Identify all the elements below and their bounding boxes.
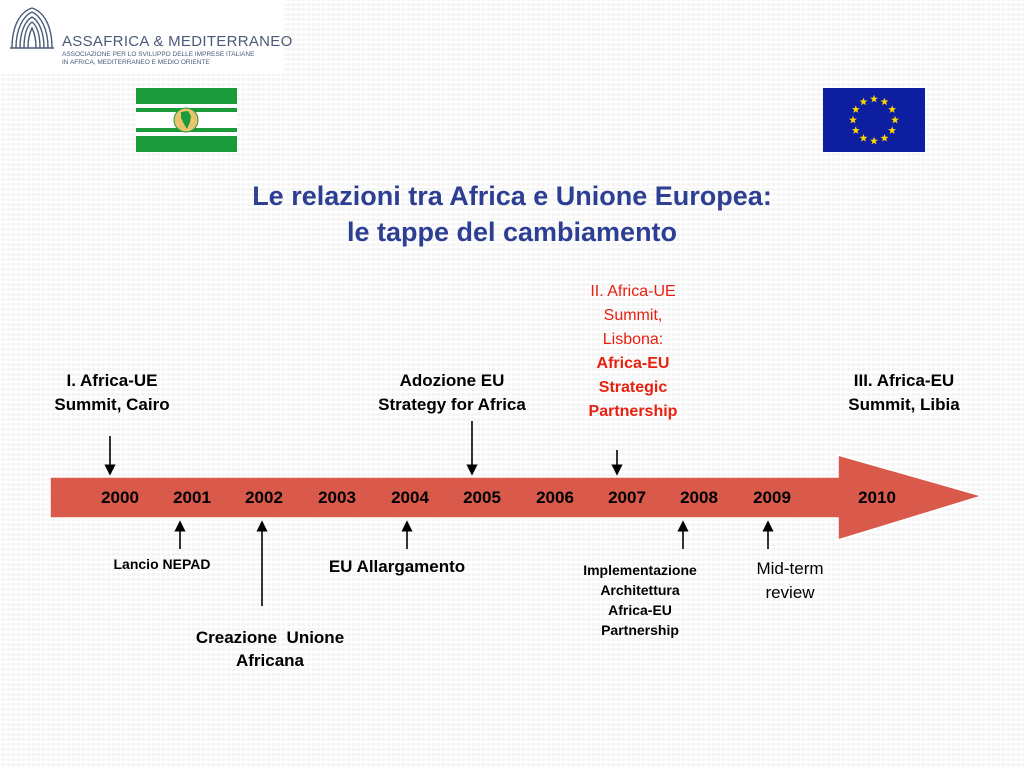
year-label: 2001	[173, 488, 211, 507]
year-label: 2010	[858, 488, 896, 507]
year-label: 2005	[463, 488, 501, 507]
year-label: 2007	[608, 488, 646, 507]
assafrica-logo: ASSAFRICA & MEDITERRANEO ASSOCIAZIONE PE…	[0, 0, 292, 74]
event-line: Partnership	[601, 622, 679, 638]
eu-star-icon	[859, 97, 868, 106]
eu-star-icon	[870, 94, 878, 103]
event-line: Strategic	[598, 379, 668, 396]
logo-tagline: ASSOCIAZIONE PER LO SVILUPPO DELLE IMPRE…	[62, 51, 254, 67]
event-line: Summit,	[603, 307, 663, 324]
year-label: 2009	[753, 488, 791, 507]
page-title: Le relazioni tra Africa e Unione Europea…	[150, 178, 874, 250]
eu-flag-icon	[823, 88, 925, 152]
event-line: Adozione EU	[399, 371, 505, 390]
event-mid-term-review: Mid-term review	[730, 557, 850, 605]
eu-star-icon	[849, 115, 857, 124]
event-line: II. Africa-UE	[590, 283, 676, 300]
event-line: Creazione Unione	[195, 628, 345, 647]
eu-star-icon	[880, 97, 889, 106]
year-label: 2008	[680, 488, 718, 507]
event-line: Strategy for Africa	[378, 395, 526, 414]
event-eu-allargamento: EU Allargamento	[307, 557, 487, 577]
event-creazione-unione-africana: Creazione Unione Africana	[170, 626, 370, 672]
title-line2: le tappe del cambiamento	[346, 217, 678, 247]
logo-tagline-line1: ASSOCIAZIONE PER LO SVILUPPO DELLE IMPRE…	[62, 51, 255, 58]
event-line: Partnership	[588, 403, 678, 420]
eu-star-icon	[851, 105, 860, 113]
event-africa-ue-summit-cairo: I. Africa-UE Summit, Cairo	[22, 369, 202, 417]
event-line: Africana	[235, 651, 305, 670]
event-line: Lancio NEPAD	[113, 556, 211, 572]
year-labels: 2000 2001 2002 2003 2004 2005 2006 2007 …	[101, 488, 896, 507]
eu-star-icon	[851, 126, 860, 134]
event-adozione-eu-strategy: Adozione EU Strategy for Africa	[352, 369, 552, 417]
title-line1: Le relazioni tra Africa e Unione Europea…	[252, 181, 772, 211]
event-line: Summit, Cairo	[54, 395, 170, 414]
event-line: Summit, Libia	[848, 395, 960, 414]
eu-star-icon	[888, 126, 897, 134]
year-label: 2000	[101, 488, 139, 507]
event-africa-ue-summit-lisbona: II. Africa-UE Summit, Lisbona: Africa-EU…	[553, 280, 713, 424]
event-lancio-nepad: Lancio NEPAD	[92, 556, 232, 572]
year-label: 2006	[536, 488, 574, 507]
assafrica-logo-icon	[10, 7, 54, 49]
logo-name: ASSAFRICA & MEDITERRANEO	[62, 33, 293, 50]
year-label: 2002	[245, 488, 283, 507]
year-label: 2003	[318, 488, 356, 507]
event-line: III. Africa-EU	[853, 371, 955, 390]
eu-star-icon	[891, 115, 899, 124]
african-union-flag-icon	[136, 88, 237, 152]
eu-star-icon	[870, 136, 878, 145]
year-label: 2004	[391, 488, 429, 507]
event-africa-eu-summit-libia: III. Africa-EU Summit, Libia	[814, 369, 994, 417]
event-line: Africa-EU	[596, 355, 670, 372]
event-line: Africa-EU	[608, 602, 672, 618]
event-implementazione-architettura: Implementazione Architettura Africa-EU P…	[560, 560, 720, 640]
logo-tagline-line2: IN AFRICA, MEDITERRANEO E MEDIO ORIENTE	[62, 59, 210, 66]
event-line: review	[765, 583, 815, 602]
event-line: Mid-term	[756, 559, 824, 578]
event-line: Architettura	[600, 582, 680, 598]
event-line: Implementazione	[583, 562, 697, 578]
eu-star-icon	[880, 133, 889, 142]
event-line: Lisbona:	[602, 331, 664, 348]
eu-star-icon	[859, 133, 868, 142]
eu-star-icon	[888, 105, 897, 113]
timeline-arrow	[49, 454, 985, 542]
event-line: I. Africa-UE	[66, 371, 158, 390]
event-line: EU Allargamento	[328, 557, 466, 576]
